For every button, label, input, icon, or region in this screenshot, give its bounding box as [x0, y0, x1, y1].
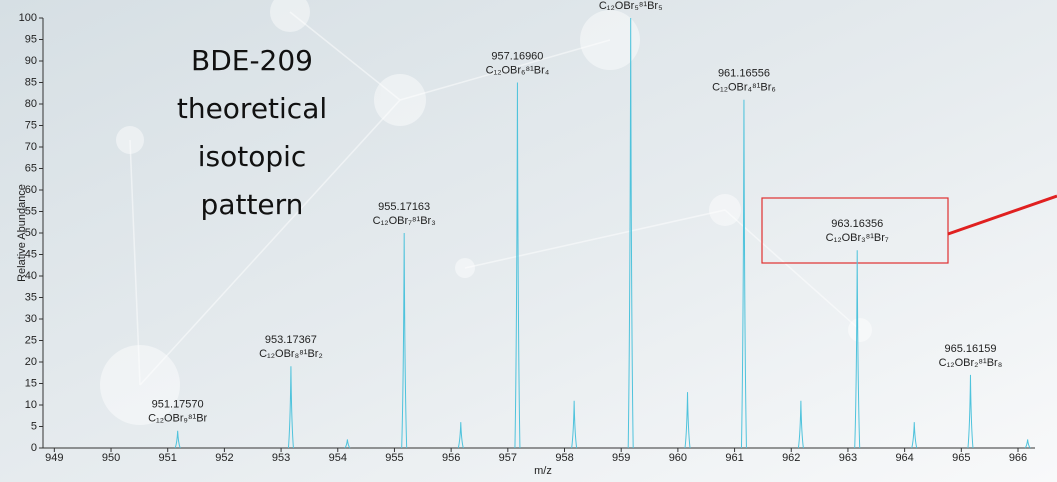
x-tick-label: 958: [555, 452, 573, 464]
peak-formula: C₁₂OBr₉⁸¹Br: [148, 413, 207, 425]
peak: [627, 17, 634, 449]
peak-formula: C₁₂OBr₃⁸¹Br₇: [826, 232, 889, 244]
x-tick-label: 956: [442, 452, 460, 464]
highlight-box: [761, 197, 949, 264]
y-tick-label: 75: [25, 119, 37, 131]
peak: [911, 422, 918, 449]
peak: [854, 250, 861, 449]
peak: [571, 400, 578, 449]
y-tick-label: 40: [25, 270, 37, 282]
x-tick-label: 950: [102, 452, 120, 464]
peak: [740, 99, 747, 449]
y-tick-label: 100: [19, 12, 37, 24]
peak: [967, 374, 974, 449]
y-tick-label: 0: [31, 442, 37, 454]
peak: [457, 422, 464, 449]
x-tick-label: 961: [725, 452, 743, 464]
y-tick-label: 30: [25, 313, 37, 325]
annotation: theoretical: [177, 92, 327, 125]
peak-formula: C₁₂OBr₇⁸¹Br₃: [373, 215, 436, 227]
x-tick-label: 966: [1009, 452, 1027, 464]
annotation: pattern: [201, 188, 304, 221]
peak-label: 955.17163: [378, 201, 430, 213]
peak: [174, 430, 181, 449]
peak-label: 963.16356: [831, 218, 883, 230]
x-tick-label: 955: [385, 452, 403, 464]
peak: [797, 400, 804, 449]
x-tick-label: 964: [895, 452, 913, 464]
x-tick-label: 962: [782, 452, 800, 464]
peak-label: 951.17570: [152, 399, 204, 411]
peak-label: 957.16960: [491, 50, 543, 62]
x-axis-label: m/z: [534, 465, 552, 477]
peak-formula: C₁₂OBr₅⁸¹Br₅: [599, 0, 663, 12]
x-tick-label: 951: [159, 452, 177, 464]
x-tick-label: 960: [669, 452, 687, 464]
x-tick-label: 963: [839, 452, 857, 464]
x-tick-label: 949: [45, 452, 63, 464]
y-tick-label: 25: [25, 334, 37, 346]
peak-label: 961.16556: [718, 68, 770, 80]
peak: [684, 392, 691, 449]
x-tick-label: 957: [499, 452, 517, 464]
y-tick-label: 5: [31, 420, 37, 432]
y-tick-label: 15: [25, 377, 37, 389]
annotation: isotopic: [198, 140, 307, 173]
peak: [514, 82, 521, 449]
peak: [344, 439, 351, 449]
peak: [1024, 439, 1031, 449]
arrow: [947, 194, 1057, 236]
peak: [287, 366, 294, 449]
peak: [401, 232, 408, 449]
y-tick-label: 55: [25, 205, 37, 217]
y-tick-label: 80: [25, 98, 37, 110]
y-tick-label: 90: [25, 55, 37, 67]
y-tick-label: 60: [25, 184, 37, 196]
x-tick-label: 952: [215, 452, 233, 464]
peak-formula: C₁₂OBr₆⁸¹Br₄: [486, 64, 550, 76]
peak-label: 953.17367: [265, 334, 317, 346]
y-tick-label: 85: [25, 76, 37, 88]
y-tick-label: 95: [25, 33, 37, 45]
decoration-lines: [129, 11, 861, 386]
x-tick-label: 954: [329, 452, 347, 464]
y-axis-label: Relative Abundance: [16, 184, 28, 282]
annotation: BDE-209: [191, 44, 313, 77]
peak-label: 965.16159: [944, 343, 996, 355]
peak-formula: C₁₂OBr₈⁸¹Br₂: [259, 348, 323, 360]
y-tick-label: 20: [25, 356, 37, 368]
x-tick-label: 959: [612, 452, 630, 464]
y-tick-label: 45: [25, 248, 37, 260]
y-tick-label: 70: [25, 141, 37, 153]
y-tick-label: 65: [25, 162, 37, 174]
x-tick-label: 953: [272, 452, 290, 464]
x-tick-label: 965: [952, 452, 970, 464]
peak-formula: C₁₂OBr₂⁸¹Br₈: [939, 357, 1003, 369]
y-tick-label: 50: [25, 227, 37, 239]
peak-formula: C₁₂OBr₄⁸¹Br₆: [712, 82, 776, 94]
y-tick-label: 35: [25, 291, 37, 303]
y-tick-label: 10: [25, 399, 37, 411]
